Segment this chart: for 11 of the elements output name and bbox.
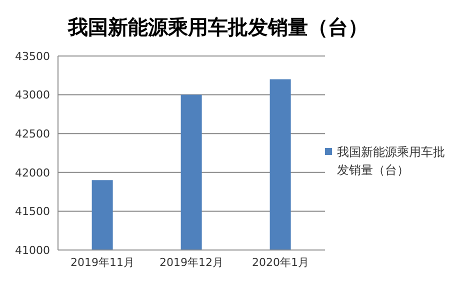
- y-tick-label: 42000: [15, 166, 50, 180]
- y-tick-label: 41000: [15, 244, 50, 257]
- chart-title: 我国新能源乘用车批发销量（台）: [66, 14, 369, 41]
- x-tick-label: 2020年1月: [252, 256, 309, 269]
- y-tick-label: 42500: [15, 128, 50, 141]
- y-tick-label: 43000: [15, 88, 50, 102]
- x-tick-label: 2019年11月: [70, 256, 134, 269]
- x-tick-label: 2019年12月: [160, 256, 224, 269]
- y-tick-label: 41500: [15, 205, 50, 218]
- y-tick-label: 43500: [15, 50, 50, 63]
- legend-label: 我国新能源乘用车批发销量（台）: [337, 144, 446, 179]
